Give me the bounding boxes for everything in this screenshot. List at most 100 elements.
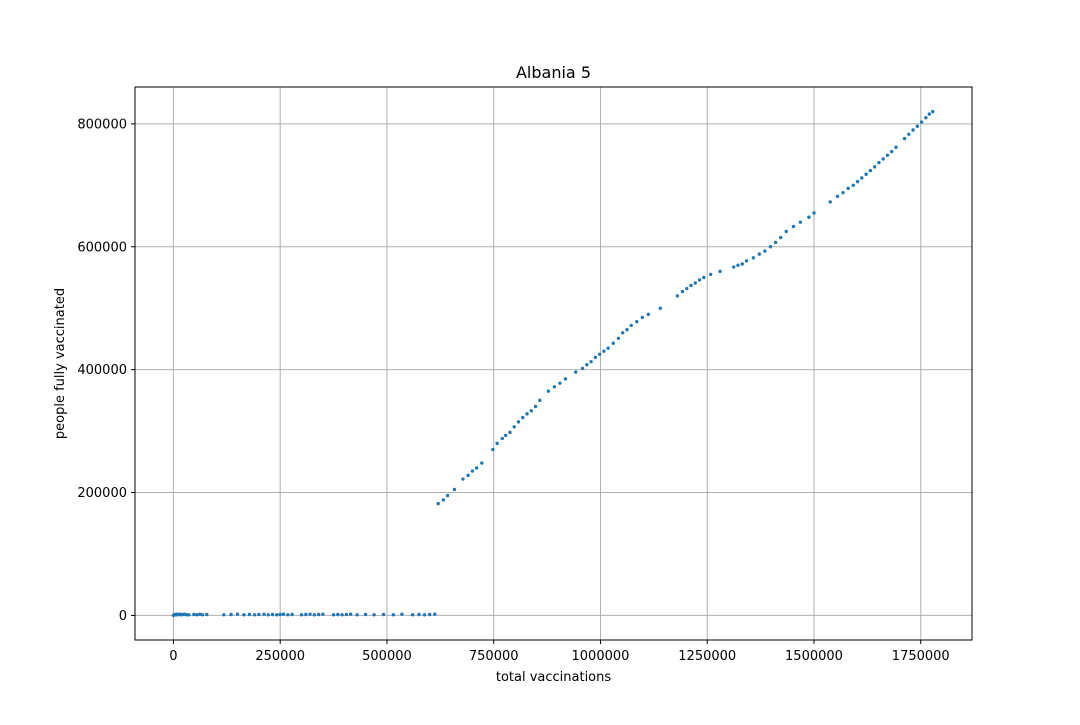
data-point	[304, 612, 308, 617]
data-point	[533, 404, 538, 409]
data-point	[685, 286, 689, 291]
data-point	[381, 612, 386, 617]
data-point	[658, 306, 662, 310]
data-point	[205, 612, 209, 617]
data-point	[580, 366, 585, 371]
data-point	[697, 278, 702, 282]
data-point	[751, 256, 756, 260]
x-tick-label: 500000	[362, 649, 412, 664]
plot-area-frame	[134, 86, 973, 641]
data-point	[784, 229, 788, 234]
data-point	[616, 336, 621, 341]
data-point	[290, 612, 294, 617]
x-tick-label: 750000	[469, 649, 519, 664]
data-point	[602, 349, 606, 353]
data-point	[427, 612, 432, 617]
data-point	[732, 265, 736, 269]
data-point	[841, 190, 845, 195]
data-point	[574, 370, 578, 374]
data-point	[422, 613, 427, 617]
data-point	[828, 200, 832, 204]
x-tick-label: 0	[169, 649, 177, 664]
data-point	[791, 224, 796, 229]
data-point	[773, 240, 778, 245]
data-point	[931, 109, 935, 114]
axis-ticks: 0 250000 500000 750000 1000000 1250000 1500000…	[77, 117, 949, 664]
data-point	[546, 389, 551, 393]
data-point	[500, 436, 504, 441]
data-point	[308, 612, 312, 616]
x-tick-label: 1750000	[892, 649, 950, 664]
data-point	[266, 613, 270, 617]
data-point	[702, 275, 706, 280]
data-point	[355, 613, 359, 617]
y-tick-label: 0	[119, 609, 127, 624]
data-point	[192, 612, 196, 617]
data-point	[495, 441, 499, 446]
data-point	[466, 473, 470, 478]
data-point	[200, 613, 205, 617]
data-point	[629, 323, 633, 328]
data-point	[675, 294, 680, 298]
data-point	[864, 172, 868, 176]
data-point	[915, 124, 920, 129]
data-point	[881, 157, 885, 161]
data-point	[872, 165, 877, 169]
data-point	[229, 612, 233, 617]
data-point	[919, 120, 924, 124]
data-point	[529, 409, 533, 413]
data-point	[184, 613, 188, 617]
data-point	[798, 220, 803, 224]
data-point	[363, 612, 368, 617]
data-point	[693, 281, 697, 285]
data-point	[491, 447, 495, 452]
data-point	[508, 430, 512, 435]
data-point	[525, 412, 529, 416]
data-point	[640, 315, 645, 320]
data-point	[391, 613, 396, 617]
x-tick-label: 1500000	[785, 649, 843, 664]
data-point	[885, 153, 890, 157]
data-point	[312, 613, 317, 617]
data-point	[436, 501, 440, 506]
data-point	[807, 215, 811, 219]
data-point	[763, 249, 767, 253]
data-point	[278, 612, 282, 617]
y-tick-label: 400000	[77, 363, 127, 378]
data-point	[538, 398, 542, 403]
data-point	[187, 613, 191, 617]
data-point	[606, 346, 610, 350]
data-point	[336, 612, 340, 617]
data-point	[718, 269, 722, 274]
data-point	[689, 283, 693, 288]
data-point	[855, 179, 860, 184]
data-point	[589, 359, 593, 364]
y-tick-label: 800000	[77, 117, 127, 132]
data-point	[924, 116, 928, 120]
data-point	[680, 289, 685, 294]
data-point	[257, 612, 261, 617]
data-point	[851, 183, 855, 188]
data-points	[171, 109, 935, 618]
grid	[135, 87, 972, 640]
data-point	[902, 136, 907, 141]
data-point	[907, 132, 911, 137]
data-point	[340, 613, 344, 617]
data-point	[222, 613, 226, 617]
data-point	[410, 613, 415, 617]
y-tick-label: 200000	[77, 486, 127, 501]
data-point	[597, 352, 602, 356]
data-point	[744, 259, 749, 263]
data-point	[281, 612, 286, 616]
data-point	[736, 263, 740, 267]
x-tick-label: 1000000	[572, 649, 630, 664]
data-point	[646, 312, 651, 317]
data-point	[911, 128, 915, 132]
data-point	[445, 493, 450, 498]
data-point	[635, 320, 639, 324]
data-point	[470, 469, 475, 473]
data-point	[593, 355, 598, 360]
data-point	[461, 477, 465, 481]
data-point	[585, 363, 589, 367]
